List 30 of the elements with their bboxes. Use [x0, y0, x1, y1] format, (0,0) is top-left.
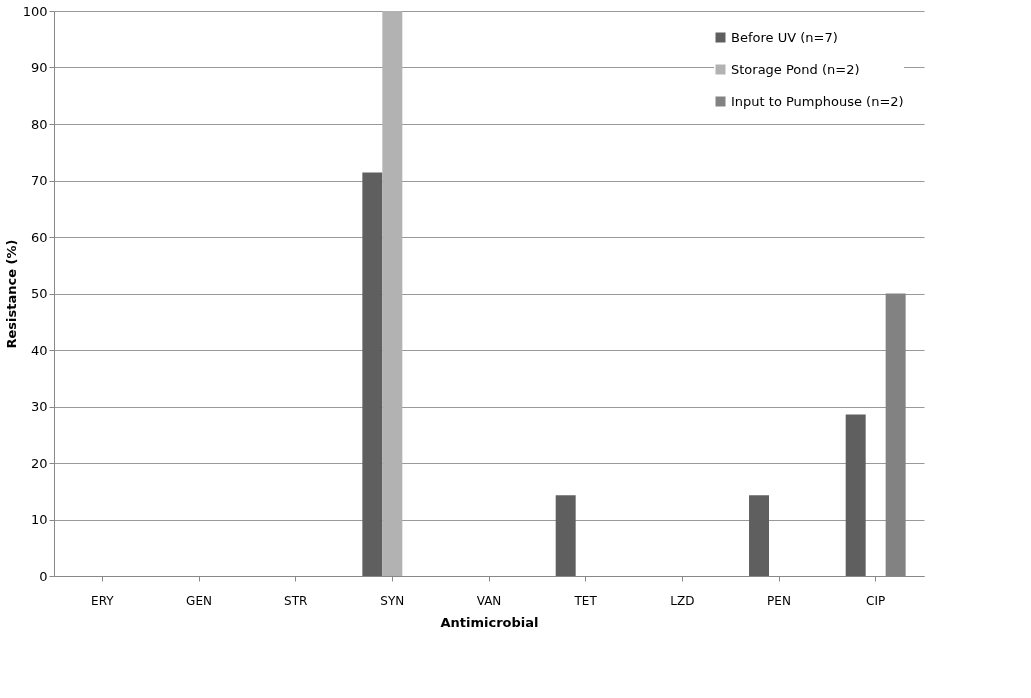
bar: [749, 495, 770, 576]
x-tick-label: SYN: [380, 593, 405, 608]
y-tick-label: 70: [30, 173, 48, 188]
y-tick-label: 50: [30, 286, 48, 301]
x-tick-label: ERY: [91, 593, 115, 608]
bar: [362, 172, 383, 576]
y-tick-label: 10: [30, 512, 48, 527]
x-tick-label: VAN: [476, 593, 502, 608]
bar: [555, 495, 576, 576]
bar: [845, 414, 866, 576]
x-axis-title: Antimicrobial: [440, 614, 539, 630]
y-tick-label: 20: [30, 455, 48, 471]
y-tick-label: 30: [30, 399, 48, 414]
x-tick-label: STR: [284, 593, 308, 608]
x-tick-label: LZD: [670, 593, 695, 608]
y-tick-label: 40: [30, 342, 48, 358]
y-tick-label: 90: [30, 60, 48, 75]
legend-label: Before UV (n=7): [731, 29, 838, 45]
bar: [382, 11, 403, 576]
x-tick-label: PEN: [767, 593, 791, 608]
y-tick-label: 60: [30, 229, 48, 245]
y-tick-label: 0: [39, 568, 48, 584]
y-tick-label: 100: [22, 3, 48, 19]
x-tick-label: GEN: [186, 593, 212, 608]
legend-label: Storage Pond (n=2): [731, 61, 860, 77]
legend-label: Input to Pumphouse (n=2): [731, 93, 904, 109]
y-axis-title: Resistance (%): [3, 239, 19, 349]
y-tick-label: 80: [30, 116, 48, 132]
x-tick-label: CIP: [866, 593, 886, 608]
x-tick-label: TET: [573, 593, 598, 608]
